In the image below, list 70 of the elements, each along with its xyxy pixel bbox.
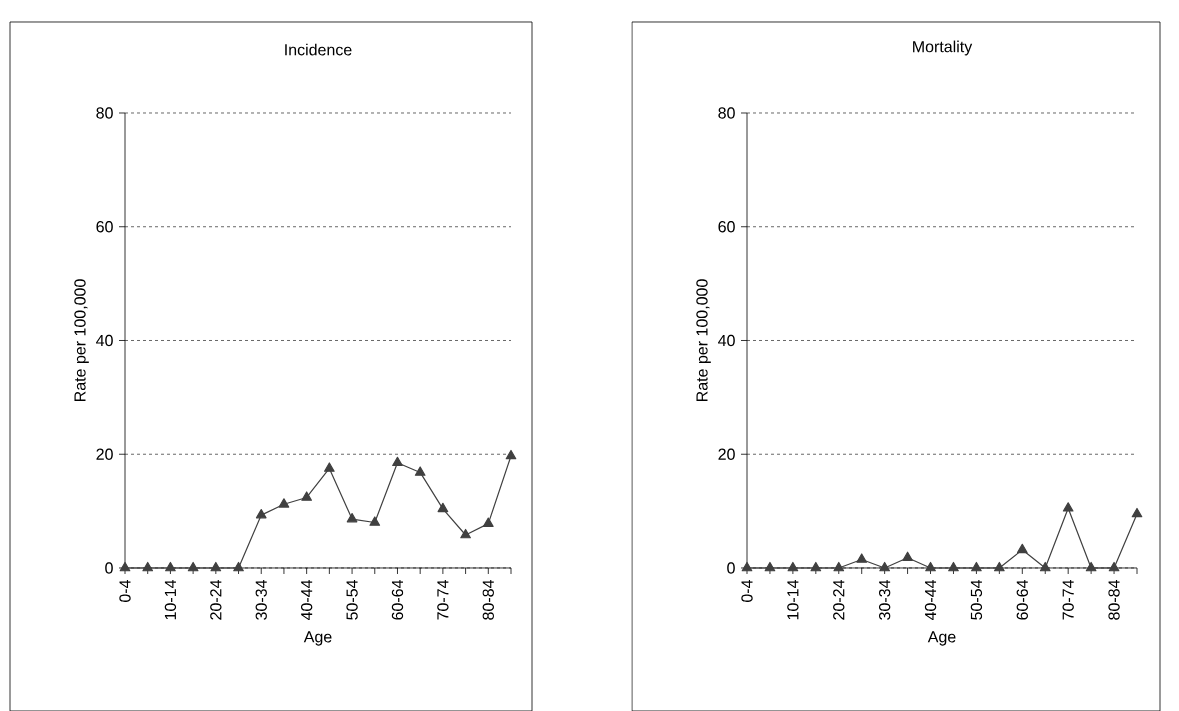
y-tick-label: 0 (727, 562, 735, 574)
y-axis-title: Rate per 100,000 (74, 279, 89, 401)
point (787, 561, 799, 572)
x-tick-label: 50-54 (970, 580, 983, 620)
point (165, 561, 176, 572)
x-tick-label: 40-44 (924, 580, 937, 621)
y-tick-label: 0 (105, 562, 113, 574)
chart-title: Incidence (285, 43, 352, 56)
chart-title: Mortality (913, 40, 973, 56)
x-tick-label: 0-4 (119, 580, 131, 603)
point (505, 449, 517, 460)
x-tick-label: 20-24 (833, 580, 845, 620)
point (764, 561, 776, 572)
point (741, 561, 753, 572)
x-tick-label: 60-64 (391, 580, 404, 620)
y-tick-label: 60 (96, 221, 113, 233)
y-tick-label: 40 (718, 334, 735, 347)
point (1039, 561, 1051, 572)
y-tick-label: 20 (96, 448, 113, 460)
point (1085, 561, 1097, 572)
x-tick-label: 60-64 (1016, 580, 1028, 620)
x-tick-label: 10-14 (164, 580, 177, 620)
point (833, 561, 845, 572)
point (460, 528, 471, 539)
point (1016, 543, 1028, 554)
x-axis-title: Age (927, 631, 956, 646)
x-tick-label: 70-74 (1062, 580, 1074, 620)
point (119, 561, 131, 572)
y-axis-title: Rate per 100,000 (696, 279, 711, 401)
x-tick-label: 40-44 (300, 580, 313, 621)
point (948, 561, 959, 572)
point (233, 561, 244, 572)
point (301, 491, 313, 501)
point (993, 561, 1005, 572)
point (210, 561, 222, 572)
x-axis-title: Age (303, 631, 332, 646)
y-tick-label: 20 (718, 448, 735, 460)
point (346, 512, 358, 523)
point (369, 516, 381, 526)
x-tick-label: 20-24 (210, 580, 222, 620)
y-tick-label: 40 (96, 334, 113, 347)
x-tick-label: 50-54 (346, 580, 358, 620)
y-tick-label: 80 (96, 107, 113, 119)
point (925, 561, 936, 572)
point (142, 561, 154, 572)
x-tick-label: 10-14 (787, 580, 799, 620)
x-tick-label: 30-34 (878, 580, 891, 620)
point (187, 561, 199, 572)
point (482, 517, 494, 527)
x-tick-label: 0-4 (741, 580, 753, 603)
point (278, 498, 290, 508)
y-tick-label: 80 (718, 107, 735, 119)
point (971, 561, 982, 572)
point (323, 462, 335, 472)
point (255, 508, 267, 519)
point (1062, 502, 1074, 512)
point (902, 551, 913, 562)
point (879, 561, 891, 572)
point (1131, 507, 1143, 518)
x-tick-label: 80-84 (482, 580, 494, 620)
x-tick-label: 80-84 (1108, 580, 1120, 620)
point (392, 456, 403, 467)
point (856, 553, 868, 563)
x-tick-label: 70-74 (437, 580, 449, 620)
point (1108, 561, 1120, 572)
point (810, 561, 822, 572)
x-tick-label: 30-34 (255, 580, 267, 620)
y-tick-label: 60 (718, 221, 735, 233)
point (437, 502, 449, 513)
point (414, 466, 426, 476)
